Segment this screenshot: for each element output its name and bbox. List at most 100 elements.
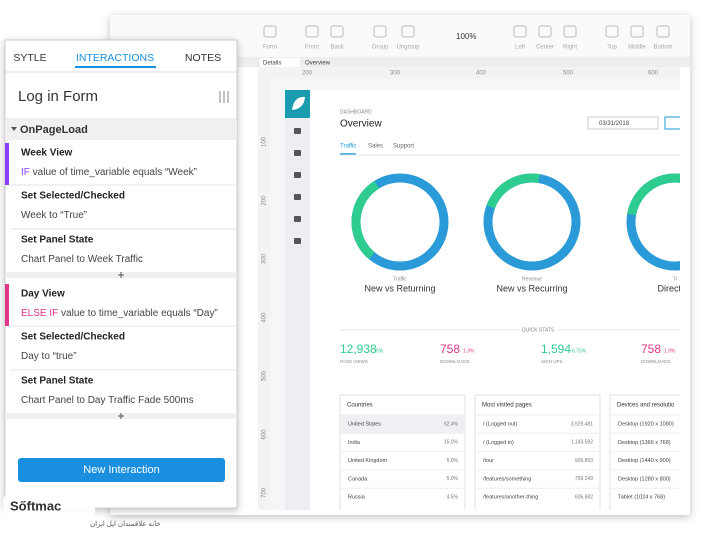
dashboard: DASHBOARD Overview 03/31/2018 Traffic Sales S… <box>285 90 680 510</box>
toolbar-icon <box>373 25 387 38</box>
logo-icon <box>292 96 305 110</box>
ruler-label: 200 <box>302 71 313 77</box>
table-cell: 1,143,592 <box>571 440 593 446</box>
panel-tab: SYTLE <box>13 52 46 64</box>
table-cell: /features/something <box>483 476 531 482</box>
toolbar-label: Top <box>607 45 617 51</box>
table-cell: Canada <box>348 476 368 482</box>
toolbar-label: Left <box>515 45 525 51</box>
sidebar-icon <box>294 238 301 244</box>
toolbar-label: Back <box>330 45 344 51</box>
table-cell: Desktop (1366 x 768) <box>618 440 671 446</box>
table-cell: 605,682 <box>575 495 593 501</box>
table-title: Devices and resolutio <box>617 403 675 409</box>
toolbar-icon <box>563 25 577 38</box>
table-cell: 5.0% <box>447 458 459 464</box>
stat-value: 758 <box>641 342 661 356</box>
toolbar-icon <box>538 25 552 38</box>
tagline: خانه علاقمندان اپل ایران <box>90 520 161 528</box>
brand: Sőftmac <box>10 498 61 513</box>
table-cell: 905,893 <box>575 458 593 464</box>
tab-label: Details <box>263 61 281 67</box>
case-bar <box>5 284 9 326</box>
quick-stats-title: QUICK STATS <box>522 327 555 333</box>
stat-change: 5% <box>376 348 384 354</box>
table-cell: 5.0% <box>447 476 459 482</box>
tab <box>260 58 300 67</box>
stat-change: 6.75% <box>572 348 587 354</box>
date: 03/31/2018 <box>599 121 630 127</box>
toolbar-label: Ungroup <box>396 45 420 51</box>
row-highlight <box>341 415 464 433</box>
new-interaction-button[interactable] <box>18 458 225 482</box>
condition: value to time_variable equals “Day” <box>61 308 218 319</box>
ruler-y <box>258 67 270 510</box>
toolbar-label: Bottom <box>653 45 672 51</box>
toolbar-icon <box>263 25 277 38</box>
case-condition: ELSE IF value to time_variable equals “D… <box>21 308 218 319</box>
case-name: Day View <box>21 289 65 300</box>
interactions-panel: SYTLE INTERACTIONS NOTES Log in Form OnPageL… <box>4 39 238 509</box>
donut-title: New vs Recurring <box>496 283 567 293</box>
ruler-label: 400 <box>262 312 268 323</box>
tab-bar <box>110 57 690 67</box>
sidebar-icon <box>294 150 301 156</box>
event-name: OnPageLoad <box>20 124 88 136</box>
stat-value: 12,938 <box>340 342 377 356</box>
table-cell: /tour <box>483 458 494 464</box>
table-cell: /features/another-thing <box>483 495 538 501</box>
action-detail: Chart Panel to Week Traffic <box>21 254 143 265</box>
action-detail: Chart Panel to Day Traffic Fade 500ms <box>21 395 194 406</box>
action-detail: Week to “True” <box>21 210 87 221</box>
donut-segment <box>626 173 680 271</box>
action-name: Set Panel State <box>21 376 94 387</box>
donut-segment <box>351 173 449 271</box>
stat-label: DOWNLOADS <box>440 359 470 364</box>
table-cell: 4.5% <box>447 495 459 501</box>
table-cell: / (Logged in) <box>483 440 514 446</box>
table-cell: 62.4% <box>444 421 459 427</box>
toolbar-icon <box>656 25 670 38</box>
ruler-label: 500 <box>262 370 268 381</box>
action-name: Set Selected/Checked <box>21 332 125 343</box>
panel-tab: NOTES <box>185 52 221 64</box>
condition: value of time_variable equals “Week” <box>33 167 197 178</box>
button-label[interactable]: New Interaction <box>83 464 159 476</box>
table-cell: / (Logged out) <box>483 421 517 427</box>
section-label: DASHBOARD <box>340 109 372 115</box>
table <box>609 394 680 510</box>
ruler-label: 700 <box>262 487 268 498</box>
dash-tab: Support <box>393 144 414 150</box>
tab-label: Overview <box>305 61 331 67</box>
ruler-label: 200 <box>262 195 268 206</box>
ruler-x <box>270 67 680 78</box>
toolbar-icon <box>401 25 415 38</box>
donut-title: New vs Returning <box>364 283 435 293</box>
plus <box>118 272 124 278</box>
ruler-label: 600 <box>262 429 268 440</box>
toolbar-icon <box>630 25 644 38</box>
table-cell: Desktop (1280 x 800) <box>618 476 671 482</box>
keyword: ELSE IF <box>21 308 58 319</box>
panel-title: Log in Form <box>18 88 98 105</box>
sidebar-icon <box>294 194 301 200</box>
toolbar-label: Right <box>563 45 577 51</box>
table-title: Most visited pages <box>482 403 532 409</box>
table-cell: United Kingdom <box>348 458 388 464</box>
dash-tab: Sales <box>368 144 383 150</box>
page-title: Overview <box>340 119 382 130</box>
stat-change: 1.3% <box>463 348 475 354</box>
table-cell: 759,249 <box>575 476 593 482</box>
date-input <box>587 116 659 130</box>
table-cell: United States <box>348 421 381 427</box>
case-condition: IF value of time_variable equals “Week” <box>21 167 197 178</box>
ruler-label: 300 <box>390 71 401 77</box>
caret <box>11 127 17 131</box>
stat-value: 1,594 <box>541 342 571 356</box>
case-name: Week View <box>21 148 73 159</box>
stat-label: SIGN UPS <box>541 359 563 364</box>
table-title: Countries <box>347 403 373 409</box>
table <box>339 394 466 510</box>
toolbar-icon <box>513 25 527 38</box>
